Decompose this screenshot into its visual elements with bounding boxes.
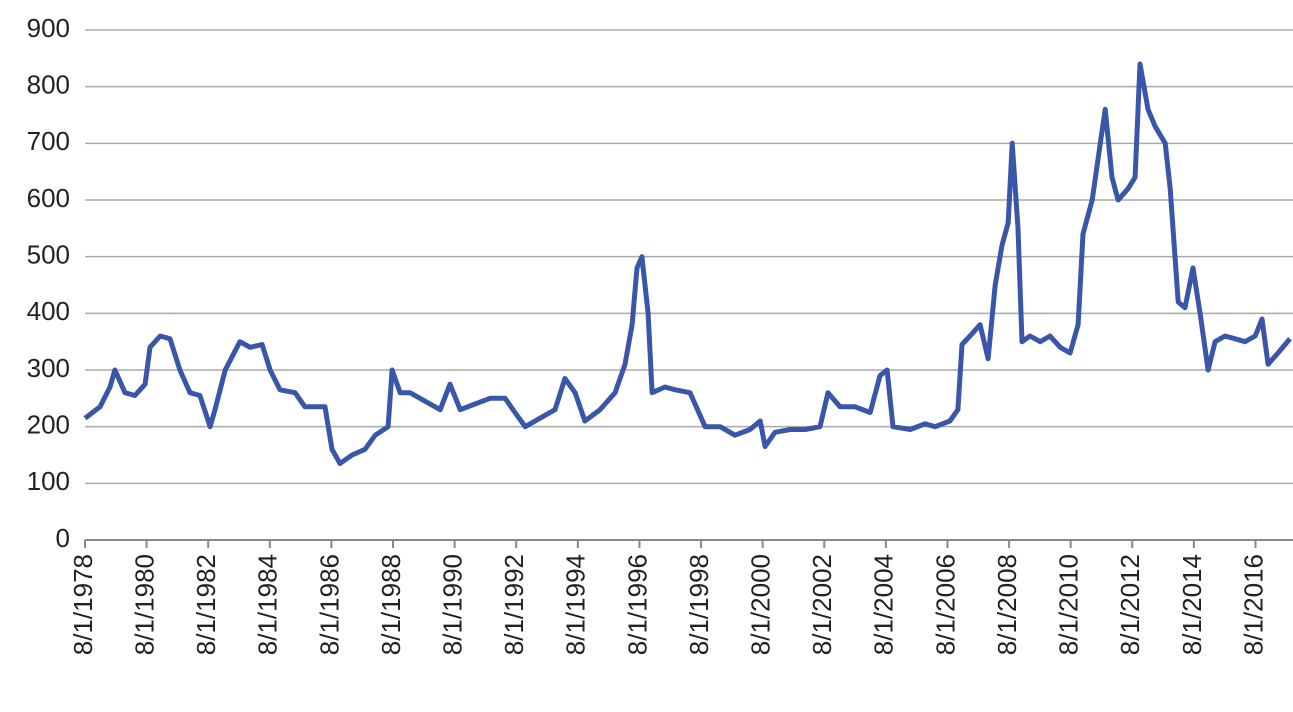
y-tick-label: 0: [56, 523, 70, 553]
x-tick-label: 8/1/1982: [191, 554, 221, 655]
x-tick-label: 8/1/1978: [68, 554, 98, 655]
x-tick-label: 8/1/2014: [1177, 554, 1207, 655]
y-tick-label: 500: [27, 240, 70, 270]
x-tick-label: 8/1/2012: [1115, 554, 1145, 655]
x-tick-label: 8/1/1984: [253, 554, 283, 655]
x-tick-label: 8/1/2006: [930, 554, 960, 655]
y-tick-label: 100: [27, 466, 70, 496]
y-tick-label: 600: [27, 183, 70, 213]
data-line: [83, 61, 1292, 466]
x-tick-label: 8/1/2000: [746, 554, 776, 655]
x-tick-label: 8/1/1988: [376, 554, 406, 655]
y-tick-label: 800: [27, 70, 70, 100]
x-tick-label: 8/1/1980: [129, 554, 159, 655]
y-tick-label: 200: [27, 410, 70, 440]
x-tick-label: 8/1/1990: [438, 554, 468, 655]
x-tick-label: 8/1/1996: [622, 554, 652, 655]
x-tick-label: 8/1/1998: [684, 554, 714, 655]
x-tick-label: 8/1/2016: [1238, 554, 1268, 655]
y-tick-label: 300: [27, 353, 70, 383]
y-tick-label: 700: [27, 126, 70, 156]
x-tick-label: 8/1/2008: [992, 554, 1022, 655]
x-tick-label: 8/1/1992: [499, 554, 529, 655]
x-tick-label: 8/1/1986: [314, 554, 344, 655]
y-tick-label: 400: [27, 296, 70, 326]
x-tick-label: 8/1/2010: [1054, 554, 1084, 655]
x-tick-label: 8/1/1994: [561, 554, 591, 655]
x-tick-label: 8/1/2004: [869, 554, 899, 655]
y-tick-label: 900: [27, 13, 70, 43]
x-tick-label: 8/1/2002: [807, 554, 837, 655]
